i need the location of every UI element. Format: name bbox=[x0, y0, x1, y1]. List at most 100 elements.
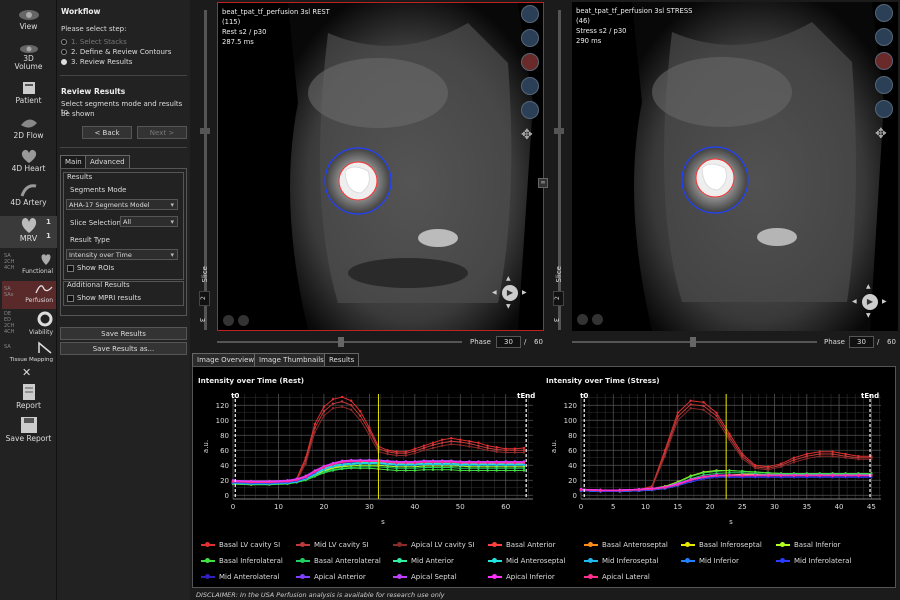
slice-selection-select[interactable]: All bbox=[120, 216, 178, 227]
slice-value-right[interactable]: 2 bbox=[553, 291, 564, 306]
legend-item[interactable]: Apical Lateral bbox=[584, 573, 650, 581]
legend-item[interactable]: Mid LV cavity SI bbox=[296, 541, 369, 549]
endo-tool-icon[interactable] bbox=[875, 52, 893, 70]
step-forward-icon[interactable]: ▶ bbox=[522, 289, 527, 296]
phase-slider-thumb-rest[interactable] bbox=[338, 337, 344, 347]
tab-advanced[interactable]: Advanced bbox=[85, 155, 130, 168]
nav-tissue-mapping[interactable]: Tissue Mapping bbox=[2, 341, 56, 367]
segments-mode-select[interactable]: AHA-17 Segments Model bbox=[66, 199, 178, 210]
data-point bbox=[313, 422, 317, 426]
step-up-icon[interactable]: ▲ bbox=[866, 283, 871, 290]
epi-tool-icon[interactable] bbox=[521, 77, 539, 95]
phase-input-rest[interactable]: 30 bbox=[496, 336, 521, 348]
slice-value-left[interactable]: 2 bbox=[199, 291, 210, 306]
nav-report[interactable]: Report bbox=[0, 383, 57, 413]
epi-tool-icon[interactable] bbox=[875, 76, 893, 94]
legend-item[interactable]: Mid Inferior bbox=[681, 557, 739, 565]
next-button[interactable]: Next > bbox=[137, 126, 187, 139]
viewer-stress[interactable]: beat_tpat_tf_perfusion 3sl STRESS (46) S… bbox=[572, 2, 898, 331]
legend-item[interactable]: Basal Inferolateral bbox=[201, 557, 283, 565]
save-results-button[interactable]: Save Results bbox=[60, 327, 187, 340]
endo-tool-icon[interactable] bbox=[521, 53, 539, 71]
redo-icon[interactable] bbox=[238, 315, 249, 326]
data-point bbox=[715, 418, 718, 421]
nav-save-report[interactable]: Save Report bbox=[0, 416, 57, 448]
redo-icon[interactable] bbox=[592, 314, 603, 325]
close-icon[interactable]: ✕ bbox=[22, 366, 32, 379]
data-point bbox=[359, 410, 362, 413]
tab-main[interactable]: Main bbox=[60, 155, 87, 168]
show-rois-checkbox[interactable]: Show ROIs bbox=[67, 264, 114, 272]
legend-item[interactable]: Mid Inferoseptal bbox=[584, 557, 658, 565]
legend-item[interactable]: Mid Anterolateral bbox=[201, 573, 279, 581]
ring-tool-icon[interactable] bbox=[521, 29, 539, 47]
nav-tissue-label: Tissue Mapping bbox=[9, 357, 53, 363]
nav-perfusion[interactable]: Perfusion bbox=[2, 281, 56, 309]
play-button[interactable]: ▶ bbox=[862, 294, 878, 310]
nav-3d-volume[interactable]: 3D Volume bbox=[0, 43, 57, 73]
step-back-icon[interactable]: ◀ bbox=[852, 298, 857, 305]
legend-item[interactable]: Basal Anterolateral bbox=[296, 557, 381, 565]
data-point bbox=[440, 466, 444, 469]
nav-viability[interactable]: Viability bbox=[2, 311, 56, 339]
legend-item[interactable]: Basal LV cavity SI bbox=[201, 541, 280, 549]
viewer-rest[interactable]: beat_tpat_tf_perfusion 3sl REST (115) Re… bbox=[217, 2, 544, 331]
segment-tool-icon[interactable] bbox=[521, 5, 539, 23]
legend-item[interactable]: Mid Anterior bbox=[393, 557, 454, 565]
ring-tool-icon[interactable] bbox=[875, 28, 893, 46]
nav-view[interactable]: View bbox=[0, 8, 57, 38]
nav-4d-artery[interactable]: 4D Artery bbox=[0, 182, 57, 212]
segment-tool-icon[interactable] bbox=[875, 4, 893, 22]
slice-slider-right[interactable] bbox=[558, 10, 561, 330]
legend-item[interactable]: Apical Inferior bbox=[488, 573, 555, 581]
step-forward-icon[interactable]: ▶ bbox=[882, 298, 887, 305]
step-back-icon[interactable]: ◀ bbox=[492, 289, 497, 296]
data-point bbox=[349, 466, 353, 469]
legend-item[interactable]: Basal Anterior bbox=[488, 541, 555, 549]
legend-item[interactable]: Mid Inferolateral bbox=[776, 557, 851, 565]
step-down-icon[interactable]: ▼ bbox=[866, 312, 871, 319]
phase-input-stress[interactable]: 30 bbox=[849, 336, 874, 348]
nav-2d-flow[interactable]: 2D Flow bbox=[0, 115, 57, 143]
nav-functional[interactable]: Functional bbox=[2, 252, 56, 278]
step-down-icon[interactable]: ▼ bbox=[506, 303, 511, 310]
result-type-select[interactable]: Intensity over Time bbox=[66, 249, 178, 260]
data-point bbox=[831, 455, 834, 458]
tab-image-thumbnails[interactable]: Image Thumbnails bbox=[254, 353, 329, 366]
legend-item[interactable]: Basal Anteroseptal bbox=[584, 541, 668, 549]
rv-tool-icon[interactable] bbox=[521, 101, 539, 119]
show-mpri-checkbox[interactable]: Show MPRI results bbox=[67, 294, 141, 302]
nav-mrv[interactable]: MRV bbox=[0, 216, 57, 248]
phase-slider-thumb-stress[interactable] bbox=[690, 337, 696, 347]
legend-item[interactable]: Basal Inferior bbox=[776, 541, 840, 549]
move-tool-icon[interactable]: ✥ bbox=[521, 127, 533, 143]
nav-4d-heart[interactable]: 4D Heart bbox=[0, 148, 57, 176]
data-point bbox=[422, 444, 426, 447]
link-icon[interactable]: ∞ bbox=[538, 178, 548, 188]
step-review-results[interactable]: 3. Review Results bbox=[61, 58, 132, 66]
legend-item[interactable]: Apical LV cavity SI bbox=[393, 541, 474, 549]
slice-slider-left[interactable] bbox=[204, 10, 207, 330]
legend-item[interactable]: Apical Septal bbox=[393, 573, 457, 581]
slice-slider-thumb-left[interactable] bbox=[200, 128, 210, 134]
undo-icon[interactable] bbox=[223, 315, 234, 326]
data-point bbox=[349, 404, 353, 407]
legend-item[interactable]: Basal Inferoseptal bbox=[681, 541, 762, 549]
legend-item[interactable]: Apical Anterior bbox=[296, 573, 366, 581]
save-results-as-button[interactable]: Save Results as... bbox=[60, 342, 187, 355]
legend-item[interactable]: Mid Anteroseptal bbox=[488, 557, 565, 565]
slice-slider-thumb-right[interactable] bbox=[554, 128, 564, 134]
undo-icon[interactable] bbox=[577, 314, 588, 325]
data-point bbox=[689, 479, 692, 482]
rv-tool-icon[interactable] bbox=[875, 100, 893, 118]
back-button[interactable]: < Back bbox=[82, 126, 132, 139]
move-tool-icon[interactable]: ✥ bbox=[875, 126, 887, 142]
step-up-icon[interactable]: ▲ bbox=[506, 275, 511, 282]
data-point bbox=[522, 464, 526, 467]
play-button[interactable]: ▶ bbox=[502, 285, 518, 301]
data-point bbox=[404, 464, 407, 467]
tab-image-overview[interactable]: Image Overview bbox=[192, 353, 260, 366]
tab-results[interactable]: Results bbox=[324, 353, 360, 366]
step-define-contours[interactable]: 2. Define & Review Contours bbox=[61, 48, 171, 56]
nav-patient[interactable]: Patient bbox=[0, 80, 57, 108]
